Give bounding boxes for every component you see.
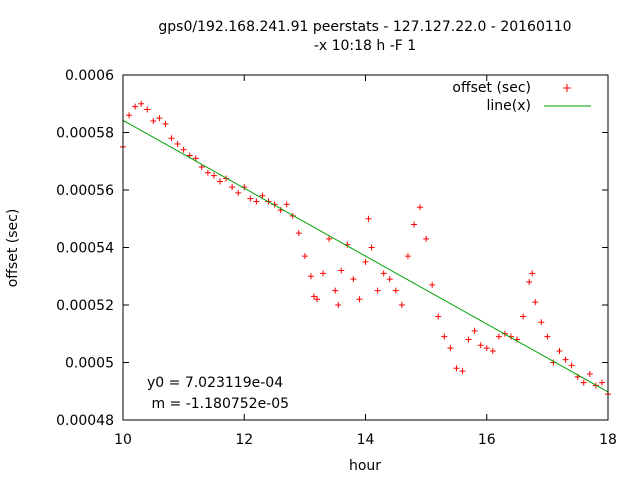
data-point (520, 313, 527, 320)
data-point (144, 106, 151, 113)
data-point (132, 103, 139, 110)
data-point (471, 327, 478, 334)
data-point (374, 287, 381, 294)
data-point (174, 141, 181, 147)
data-point (562, 356, 569, 363)
x-tick-label: 14 (357, 432, 375, 448)
data-point (210, 172, 217, 179)
data-point (235, 189, 242, 196)
y-tick-label: 0.00054 (56, 241, 114, 257)
plot-frame (122, 74, 609, 421)
y-axis-ticks: 0.00048 0.0005 0.00052 0.00054 0.00056 0.0005… (56, 68, 608, 429)
data-point (441, 333, 448, 340)
data-point (192, 155, 199, 162)
x-tick-label: 12 (235, 432, 253, 448)
data-point (529, 270, 536, 277)
x-axis-label: hour (349, 458, 381, 474)
data-point (392, 287, 399, 294)
y-tick-label: 0.0006 (65, 68, 114, 84)
y-axis-label: offset (sec) (5, 209, 21, 288)
data-point (417, 204, 424, 211)
data-point (368, 244, 375, 251)
data-point (538, 319, 545, 326)
data-point (338, 267, 345, 274)
data-point (150, 118, 157, 124)
data-point (253, 198, 260, 205)
data-point (350, 276, 357, 283)
offset-series-points (120, 100, 611, 398)
y-tick-label: 0.00048 (56, 413, 114, 429)
data-point (429, 281, 436, 288)
x-tick-label: 16 (478, 432, 496, 448)
data-point (556, 348, 563, 354)
data-point (301, 253, 308, 260)
data-point (526, 279, 533, 285)
data-point (283, 201, 290, 208)
chart-title-line2: -x 10:18 h -F 1 (314, 38, 416, 54)
data-point (310, 293, 317, 300)
y-tick-label: 0.00052 (56, 298, 114, 314)
data-point (453, 365, 460, 372)
data-point (156, 115, 163, 122)
x-tick-label: 10 (114, 432, 132, 448)
data-point (162, 120, 169, 127)
data-point (326, 235, 333, 242)
data-point (411, 221, 417, 228)
data-point (126, 112, 133, 119)
y-tick-label: 0.0005 (65, 356, 114, 372)
x-axis-ticks: 10 12 14 16 18 (114, 75, 617, 448)
data-point (489, 348, 496, 354)
data-point (320, 270, 327, 277)
data-point (580, 379, 587, 386)
data-point (307, 273, 314, 280)
data-point (168, 135, 175, 142)
fit-line (122, 119, 609, 393)
data-point (204, 169, 211, 176)
x-tick-label: 18 (599, 432, 617, 448)
legend-label-offset: offset (sec) (452, 80, 531, 96)
chart-title-line1: gps0/192.168.241.91 peerstats - 127.127.… (158, 19, 571, 35)
data-point (586, 371, 593, 377)
fit-y0-annotation: y0 = 7.023119e-04 (147, 375, 283, 391)
data-point (138, 100, 145, 107)
data-point (362, 258, 369, 265)
data-point (483, 345, 490, 352)
data-point (365, 215, 372, 222)
data-point (459, 368, 466, 375)
data-point (404, 253, 411, 260)
data-point (356, 296, 363, 303)
data-point (423, 235, 430, 242)
data-point (332, 287, 339, 294)
data-point (544, 333, 551, 340)
data-point (386, 276, 393, 283)
data-point (477, 342, 484, 349)
data-point (247, 195, 254, 202)
data-point (532, 299, 539, 306)
data-point (335, 302, 342, 308)
data-point (598, 379, 605, 386)
data-point (180, 146, 187, 153)
fit-m-annotation: m = -1.180752e-05 (147, 396, 289, 412)
data-point (465, 336, 472, 343)
data-point (314, 296, 320, 303)
data-point (217, 178, 223, 185)
data-point (495, 333, 502, 340)
y-tick-label: 0.00058 (56, 126, 114, 142)
data-point (568, 362, 575, 369)
legend-marker-plus-icon (563, 84, 571, 92)
data-point (380, 270, 387, 277)
y-tick-label: 0.00056 (56, 183, 114, 199)
data-point (435, 313, 442, 320)
legend-label-line: line(x) (487, 98, 531, 114)
data-point (447, 345, 454, 352)
data-point (295, 230, 302, 237)
data-point (229, 184, 236, 191)
legend: offset (sec) line(x) (452, 80, 591, 114)
data-point (259, 192, 266, 199)
data-point (398, 302, 405, 308)
